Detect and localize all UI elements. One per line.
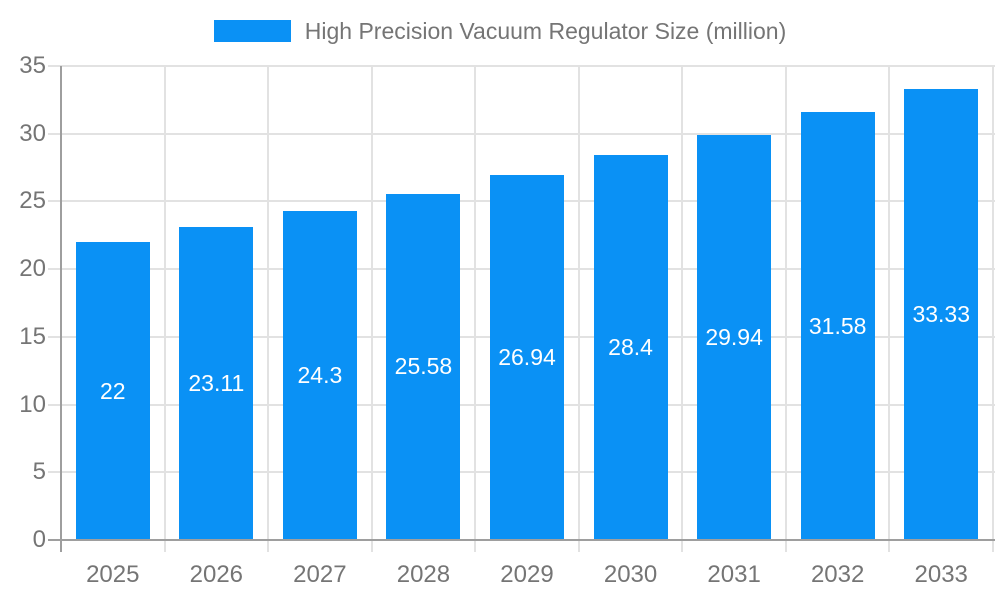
- gridline-vertical: [370, 66, 373, 552]
- gridline-vertical: [992, 66, 994, 552]
- bar-value-label: 28.4: [608, 334, 653, 361]
- bar-2033: 33.33: [904, 88, 979, 540]
- bar-value-label: 23.11: [188, 370, 245, 397]
- bar-2032: 31.58: [800, 112, 875, 540]
- gridline-vertical: [163, 66, 166, 552]
- gridline-vertical: [784, 66, 787, 552]
- gridline-vertical: [577, 66, 580, 552]
- bar-2028: 25.58: [386, 193, 461, 540]
- gridline-vertical: [474, 66, 477, 552]
- x-axis-tick-label: 2029: [500, 561, 554, 588]
- bar-2031: 29.94: [697, 134, 772, 540]
- legend[interactable]: High Precision Vacuum Regulator Size (mi…: [0, 19, 1000, 43]
- bar-2029: 26.94: [490, 175, 564, 540]
- bar-value-label: 25.58: [394, 353, 453, 380]
- x-axis-tick-label: 2033: [914, 561, 968, 588]
- x-axis-tick-label: 2027: [293, 561, 347, 588]
- bar-2026: 23.11: [179, 227, 254, 540]
- x-axis-line: [48, 539, 995, 541]
- x-axis-tick-label: 2028: [396, 561, 451, 588]
- bar-value-label: 29.94: [705, 323, 763, 350]
- y-axis-tick-label: 15: [19, 322, 46, 350]
- gridline-vertical: [267, 66, 270, 552]
- bar-value-label: 26.94: [498, 344, 556, 371]
- x-axis-tick-label: 2032: [810, 561, 865, 588]
- y-axis-tick-label: 0: [32, 526, 46, 553]
- y-axis-tick-label: 10: [19, 390, 46, 418]
- bar-value-label: 31.58: [808, 312, 867, 339]
- y-axis-tick-label: 5: [32, 458, 46, 486]
- bar-value-label: 33.33: [912, 300, 970, 327]
- y-axis-line: [60, 66, 62, 552]
- x-axis-tick-label: 2030: [603, 561, 658, 588]
- legend-swatch-icon: [213, 20, 291, 42]
- bar-value-label: 22: [99, 377, 126, 404]
- bar-value-label: 24.3: [297, 361, 343, 388]
- plot-area: 22 23.11 24.3 25.58 26.94 28.4 29.94 31.58 33.33: [48, 65, 995, 552]
- x-axis-tick-label: 2031: [707, 561, 761, 588]
- x-axis-tick-label: 2025: [86, 561, 140, 588]
- bar-2030: 28.4: [593, 155, 668, 540]
- gridline-vertical: [681, 66, 684, 552]
- y-axis-tick-label: 20: [19, 255, 46, 283]
- y-axis-tick-label: 25: [19, 187, 46, 215]
- bar-2025: 22: [75, 242, 150, 540]
- y-axis-tick-label: 30: [19, 119, 46, 147]
- bar-2027: 24.3: [282, 210, 357, 540]
- gridline-vertical: [888, 66, 891, 552]
- gridline-horizontal: [48, 132, 995, 135]
- x-axis-tick-label: 2026: [189, 561, 244, 588]
- gridline-horizontal: [48, 65, 995, 67]
- y-axis-tick-label: 35: [19, 52, 46, 79]
- legend-label: High Precision Vacuum Regulator Size (mi…: [304, 18, 787, 44]
